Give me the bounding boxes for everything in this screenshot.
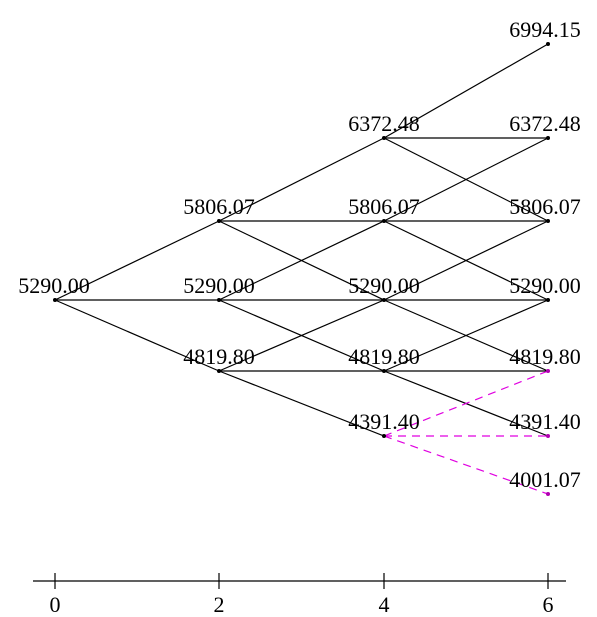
tree-node-label: 4819.80	[183, 344, 255, 369]
tree-node-label: 5290.00	[18, 273, 90, 298]
tree-node-label: 5290.00	[509, 273, 581, 298]
axis-tick-label: 4	[379, 592, 390, 617]
tree-dashed-edge	[383, 370, 549, 437]
tree-node-label: 4819.80	[509, 344, 581, 369]
tree-edge	[218, 299, 385, 372]
tree-node-label: 6994.15	[509, 17, 581, 42]
tree-node-label: 4391.40	[509, 409, 581, 434]
axis-tick-label: 0	[50, 592, 61, 617]
tree-node	[217, 298, 221, 302]
tree-edge	[383, 43, 549, 139]
tree-node	[546, 42, 550, 46]
tree-node	[217, 369, 221, 373]
tree-node-labels: 5290.00 5806.07 5290.00 4819.80 6372.48 5806.…	[18, 17, 581, 492]
tree-node-label: 4391.40	[348, 409, 420, 434]
tree-node-label: 6372.48	[348, 111, 420, 136]
tree-node	[546, 369, 550, 373]
time-axis: 0 2 4 6	[33, 573, 566, 617]
axis-tick-label: 6	[543, 592, 554, 617]
tree-node-label: 5806.07	[348, 194, 420, 219]
tree-dashed-edge	[383, 435, 549, 495]
tree-edge	[54, 220, 220, 301]
tree-node	[53, 298, 57, 302]
tree-nodes	[53, 42, 550, 496]
tree-node	[546, 298, 550, 302]
tree-node-label: 5806.07	[509, 194, 581, 219]
tree-node	[382, 298, 386, 302]
tree-edge	[218, 137, 385, 222]
tree-edges	[54, 43, 549, 437]
tree-node	[546, 136, 550, 140]
tree-node-label: 4001.07	[509, 467, 581, 492]
tree-edge	[218, 370, 385, 437]
tree-node	[382, 369, 386, 373]
tree-node-label: 5290.00	[348, 273, 420, 298]
tree-edge	[218, 220, 385, 301]
tree-edge	[383, 137, 549, 222]
tree-dashed-edges	[383, 370, 549, 495]
tree-node-label: 5806.07	[183, 194, 255, 219]
tree-node	[382, 136, 386, 140]
tree-node-label: 6372.48	[509, 111, 581, 136]
tree-edge	[383, 220, 549, 301]
tree-node	[382, 434, 386, 438]
tree-node	[382, 219, 386, 223]
tree-node	[217, 219, 221, 223]
tree-edge	[54, 299, 220, 372]
tree-node-label: 5290.00	[183, 273, 255, 298]
tree-node-label: 4819.80	[348, 344, 420, 369]
tree-node	[546, 492, 550, 496]
axis-tick-label: 2	[214, 592, 225, 617]
tree-node	[546, 219, 550, 223]
tree-edge	[383, 299, 549, 372]
tree-node	[546, 434, 550, 438]
